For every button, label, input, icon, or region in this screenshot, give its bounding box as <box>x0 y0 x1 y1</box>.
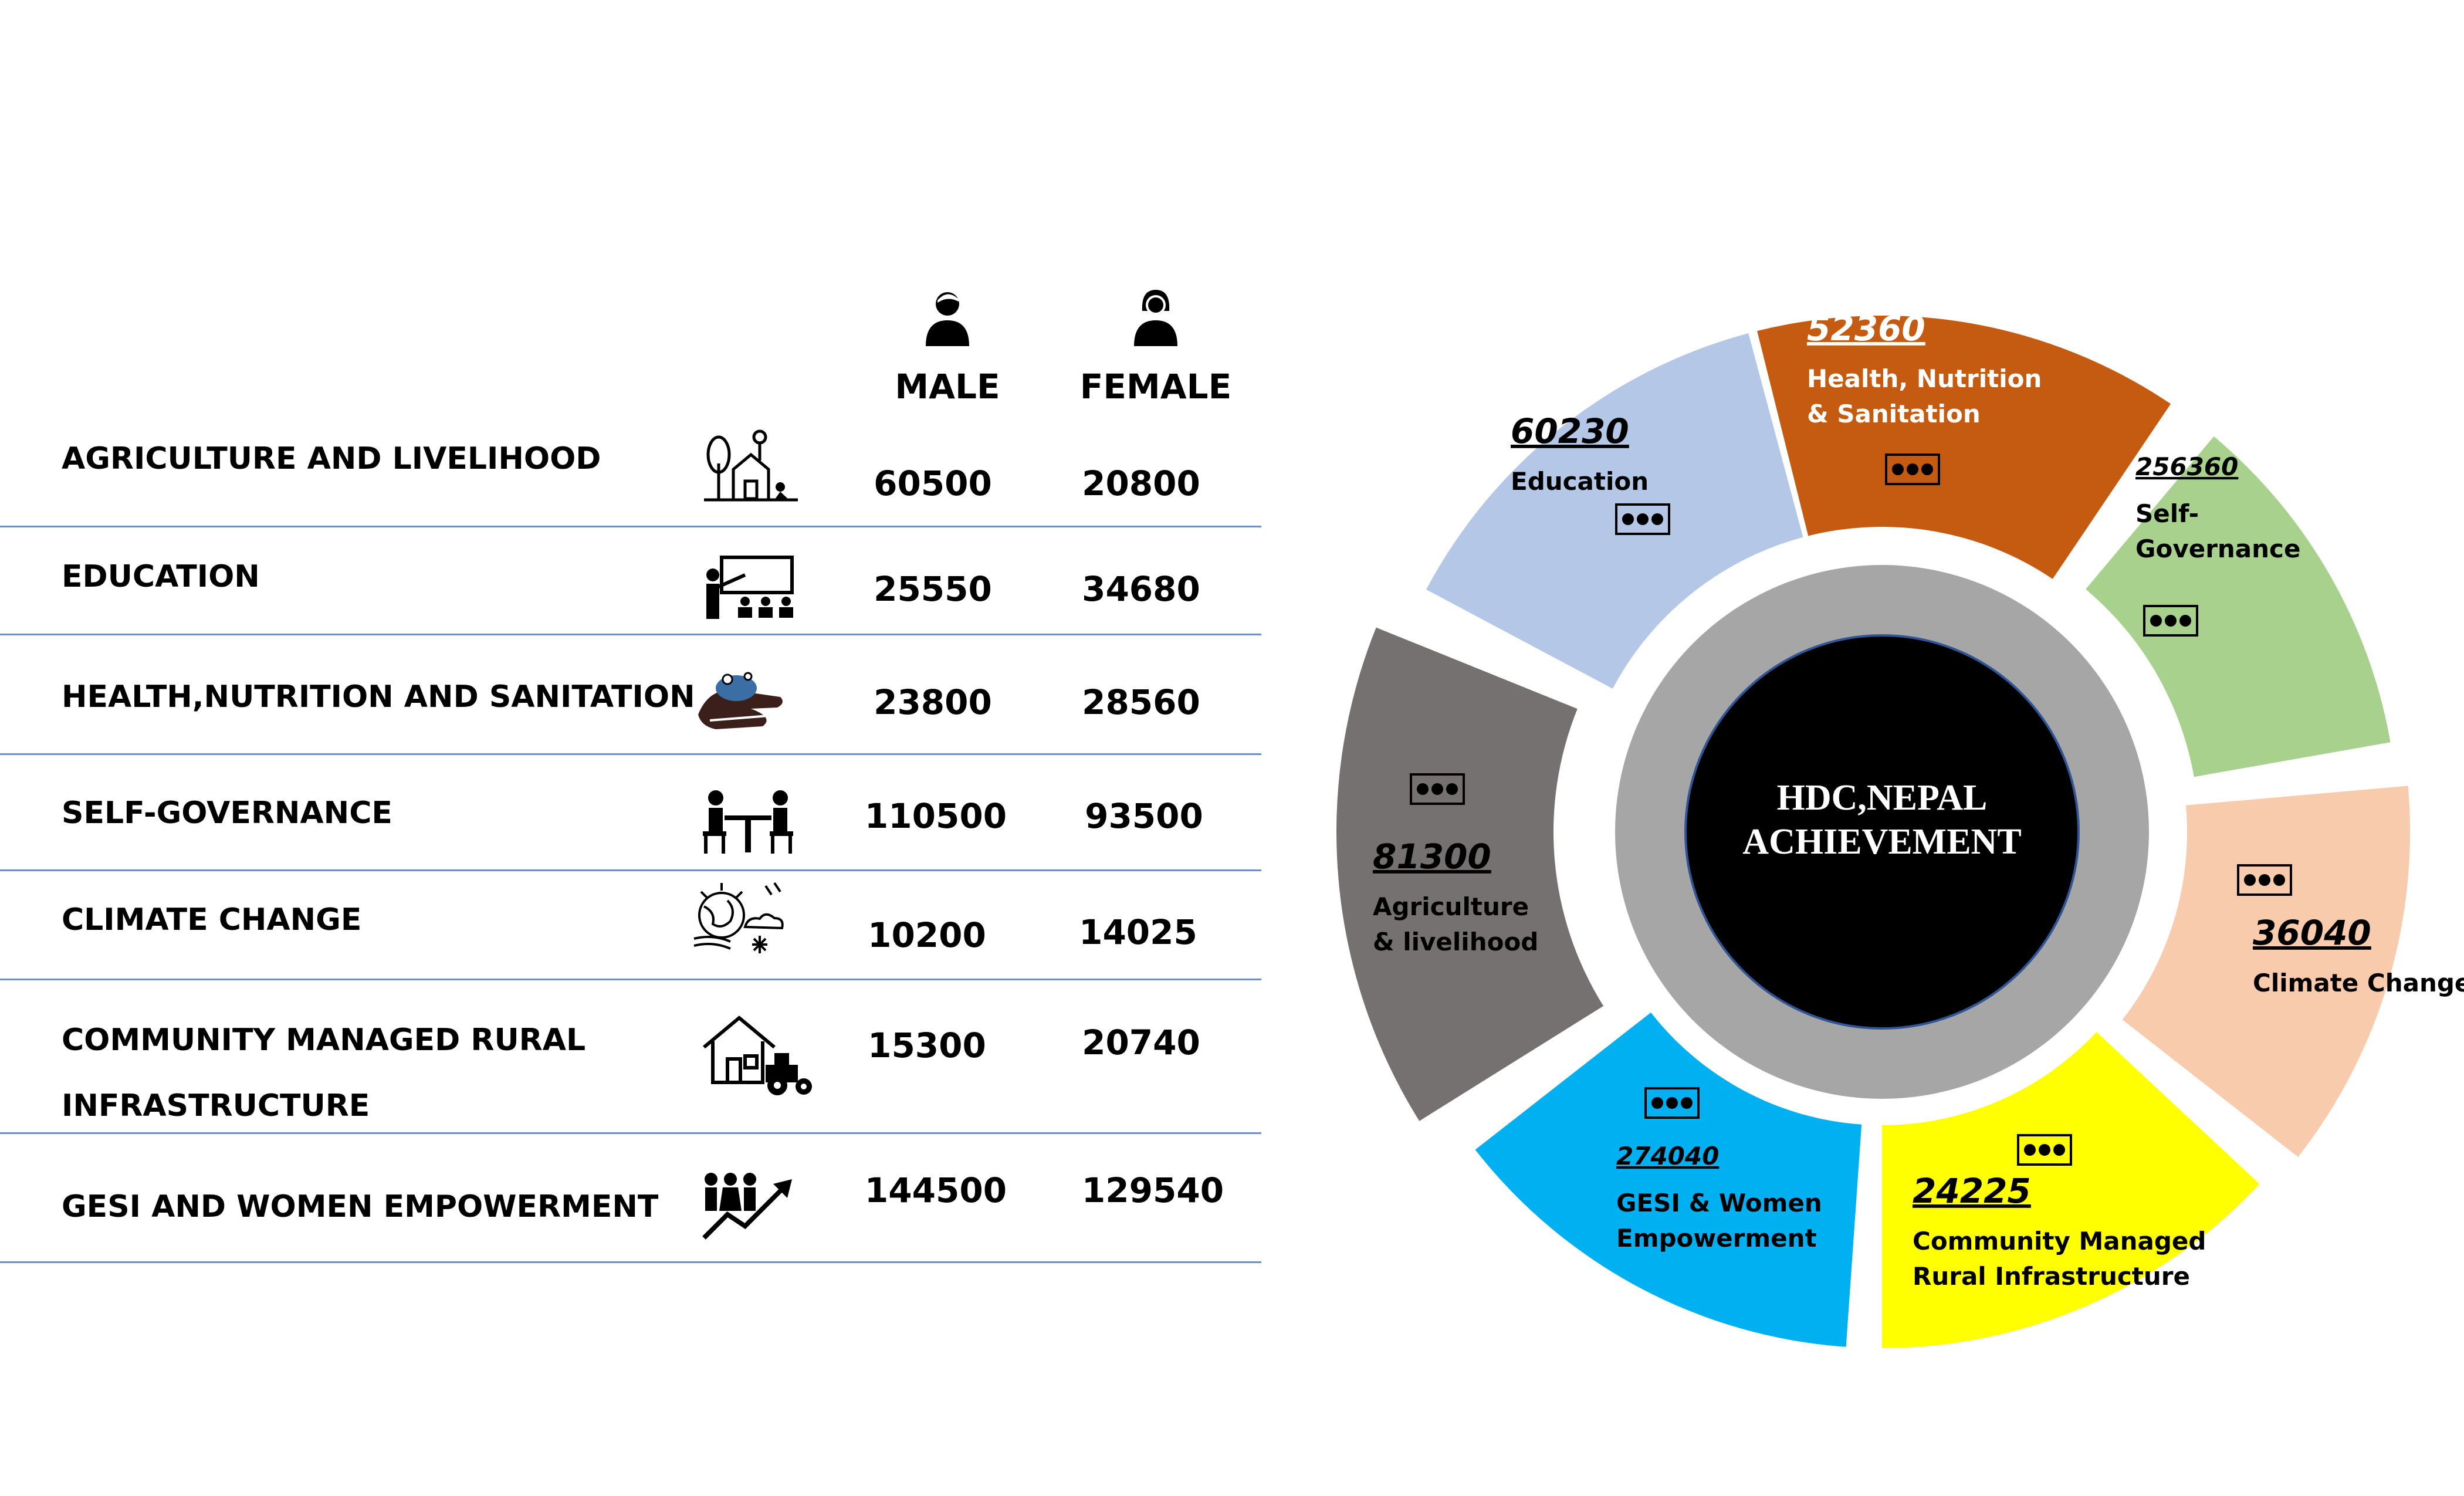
row-female-agriculture: 20800 <box>1082 463 1200 503</box>
segment-label-line2: Rural Infrastructure <box>1913 1262 2190 1291</box>
segment-label-line1: Agriculture <box>1373 892 1529 921</box>
meeting-icon <box>2143 605 2198 637</box>
climate-icon <box>689 880 789 956</box>
teacher-icon <box>698 549 798 625</box>
house-tractor-icon <box>2017 1134 2072 1166</box>
row-divider <box>0 753 1261 755</box>
male-person-icon <box>921 287 974 346</box>
row-label-gesi: GESI AND WOMEN EMPOWERMENT <box>62 1189 659 1224</box>
row-divider <box>0 526 1261 527</box>
center-title-line2: ACHIEVEMENT <box>1742 822 2021 862</box>
wheel-segment-2 <box>2122 786 2410 1157</box>
agriculture-icon <box>1410 773 1465 805</box>
row-divider <box>0 1261 1261 1263</box>
row-male-gesi: 144500 <box>864 1170 1007 1210</box>
row-female-health: 28560 <box>1082 682 1200 722</box>
segment-label-line1: Education <box>1511 467 1649 496</box>
segment-label-line1: Climate Change <box>2253 969 2464 997</box>
female-column-header: FEMALE <box>1079 367 1232 407</box>
row-female-climate: 14025 <box>1079 912 1197 952</box>
female-person-icon <box>1129 287 1182 346</box>
segment-label-line1: Community Managed <box>1913 1227 2206 1255</box>
people-growth-icon <box>1644 1087 1700 1119</box>
wheel-segment-6 <box>1426 333 1803 689</box>
segment-label-line2: & Sanitation <box>1807 400 1981 428</box>
segment-value: 81300 <box>1373 837 1491 876</box>
row-divider <box>0 979 1261 980</box>
wheel-segment-0 <box>1757 316 2171 579</box>
segment-label-line2: Empowerment <box>1616 1224 1817 1253</box>
wheel-segment-5 <box>1336 627 1604 1121</box>
row-label-rural-infrastructure-line1: COMMUNITY MANAGED RURAL <box>62 1023 586 1058</box>
segment-value: 60230 <box>1511 411 1629 451</box>
segment-label-line2: & livelihood <box>1373 928 1538 956</box>
row-label-rural-infrastructure-line2: INFRASTRUCTURE <box>62 1088 370 1123</box>
row-divider <box>0 634 1261 635</box>
row-male-climate: 10200 <box>868 915 986 955</box>
house-tractor-icon <box>698 1009 815 1097</box>
row-male-education: 25550 <box>874 569 992 609</box>
center-title-line1: HDC,NEPAL <box>1777 778 1988 818</box>
row-divider <box>0 1132 1261 1134</box>
male-column-header: MALE <box>895 367 1000 407</box>
agriculture-icon <box>701 428 801 505</box>
segment-value: 36040 <box>2253 913 2371 953</box>
row-label-agriculture: AGRICULTURE AND LIVELIHOOD <box>62 441 601 476</box>
row-female-rural-infrastructure: 20740 <box>1082 1023 1200 1062</box>
segment-label-line1: Self- <box>2135 499 2199 528</box>
segment-value: 256360 <box>2135 452 2238 481</box>
row-label-education: EDUCATION <box>62 559 260 594</box>
row-female-gesi: 129540 <box>1081 1170 1224 1210</box>
center-disc <box>1684 634 2080 1030</box>
row-male-agriculture: 60500 <box>874 463 992 503</box>
row-male-health: 23800 <box>874 682 992 722</box>
handwash-icon <box>1885 453 1940 485</box>
row-label-health: HEALTH,NUTRITION AND SANITATION <box>62 679 695 715</box>
segment-label-line2: Governance <box>2135 534 2300 563</box>
wheel-segment-1 <box>2086 436 2391 777</box>
segment-value: 24225 <box>1913 1171 2031 1211</box>
segment-label-line1: GESI & Women <box>1616 1189 1822 1217</box>
row-label-climate: CLIMATE CHANGE <box>62 902 362 937</box>
row-female-self-governance: 93500 <box>1085 796 1203 836</box>
row-label-self-governance: SELF-GOVERNANCE <box>62 796 392 831</box>
segment-label-line1: Health, Nutrition <box>1807 364 2042 393</box>
row-divider <box>0 869 1261 871</box>
wheel-segment-3 <box>1882 1031 2260 1348</box>
people-growth-icon <box>698 1167 798 1244</box>
segment-value: 52360 <box>1807 309 1925 348</box>
segment-value: 274040 <box>1616 1142 1719 1170</box>
wheel-segment-4 <box>1475 1012 1862 1347</box>
row-male-self-governance: 110500 <box>864 796 1007 836</box>
climate-icon <box>2237 864 2292 896</box>
achievement-wheel: HDC,NEPAL ACHIEVEMENT 52360 Health, Nutri… <box>1291 223 2464 1367</box>
meeting-icon <box>698 783 798 859</box>
handwash-icon <box>692 662 792 738</box>
row-female-education: 34680 <box>1082 569 1200 609</box>
row-male-rural-infrastructure: 15300 <box>868 1025 986 1065</box>
teacher-icon <box>1615 503 1670 535</box>
